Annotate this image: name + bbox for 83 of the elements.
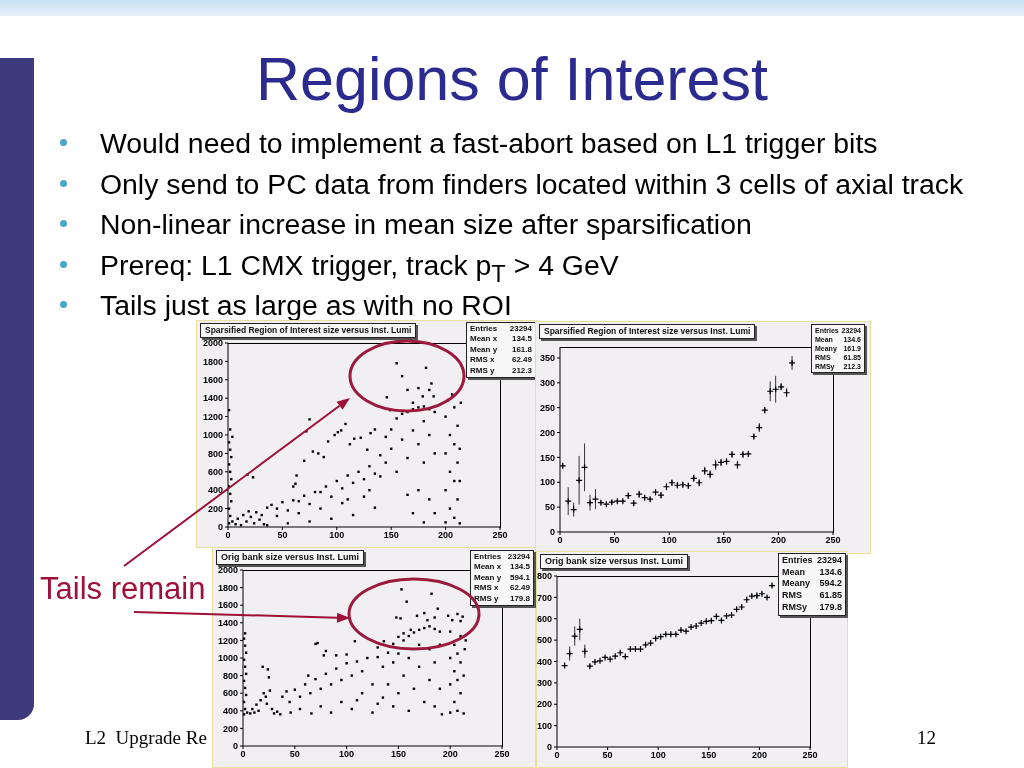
x-tick-label: 150 [716, 535, 732, 546]
title-box: Orig bank size versus Inst. Lumi [540, 554, 689, 569]
y-tick-label: 800 [222, 670, 238, 681]
y-tick-label: 1000 [217, 653, 238, 664]
x-tick-label: 150 [383, 530, 399, 541]
y-tick-label: 50 [544, 502, 555, 513]
annotation: Mean x 134.5 [474, 562, 530, 573]
y-tick-label: 400 [222, 705, 238, 716]
x-tick-label: 150 [701, 750, 717, 761]
y-tick-label: 500 [536, 635, 552, 646]
x-tick-label: 150 [390, 749, 406, 760]
y-tick-label: 600 [222, 688, 238, 699]
y-tick-label: 300 [536, 678, 552, 689]
chart-title: Orig bank size versus Inst. Lumi [221, 552, 360, 562]
y-tick-label: 400 [207, 485, 223, 496]
y-tick-label: 800 [536, 571, 552, 582]
x-tick-label: 100 [650, 750, 666, 761]
chart-title: Sparsified Region of Interest size versus Inst. Lumi [544, 326, 751, 336]
y-tick-label: 0 [217, 522, 223, 533]
y-tick-label: 600 [207, 466, 223, 477]
y-tick-label: 400 [536, 656, 552, 667]
text: Tails just as large as with no ROI [100, 288, 512, 323]
text: Prereq: L1 CMX trigger, track p$_{T}$ > 4 GeV [100, 248, 619, 287]
chart-title: Orig bank size versus Inst. Lumi [545, 556, 684, 566]
y-tick-label: 2000 [202, 338, 223, 349]
stats-box: Entries 23294 Mean x 134.5 Mean y 594.1 RMS x 62.49 RMS y 179.8 [470, 550, 534, 607]
y-tick-label: 300 [539, 378, 555, 388]
title-box: Orig bank size versus Inst. Lumi [216, 550, 365, 565]
y-tick-label: 200 [207, 503, 223, 514]
x-tick-label: 100 [329, 530, 345, 541]
y-tick-label: 1400 [202, 393, 223, 404]
text: Would need to implement a fast-abort based on L1 trigger bits [100, 126, 878, 161]
y-tick-label: 700 [536, 592, 552, 603]
y-tick-label: 1400 [217, 617, 238, 628]
x-tick-label: 0 [240, 749, 246, 760]
y-tick-label: 1600 [217, 600, 238, 611]
annotation: Mean y 594.1 [474, 572, 530, 584]
x-tick-label: 50 [602, 750, 613, 761]
text: L2 Upgrade Re [85, 726, 207, 750]
y-tick-label: 350 [539, 353, 555, 364]
x-tick-label: 0 [557, 535, 563, 546]
x-tick-label: 250 [802, 750, 818, 761]
stats-box: Entries 23294 Mean 134.6 Meany 594.2 RMS 61.85 RMSy 179.8 [778, 553, 846, 616]
y-tick-label: 100 [536, 720, 552, 731]
y-tick-label: 200 [539, 427, 555, 438]
y-tick-label: 0 [232, 741, 238, 752]
y-tick-label: 1200 [202, 411, 223, 422]
y-tick-label: 250 [539, 402, 555, 413]
x-tick-label: 250 [825, 535, 841, 546]
y-tick-label: 200 [222, 723, 238, 734]
x-tick-label: 200 [751, 750, 767, 761]
text: Regions of Interest [255, 44, 769, 115]
y-tick-label: 1800 [217, 582, 238, 593]
x-tick-label: 50 [289, 749, 300, 760]
x-tick-label: 200 [770, 535, 786, 546]
annotation: Meany 594.2 [782, 578, 842, 591]
text: Only send to PC data from finders located within 3 cells of axial track [100, 166, 964, 202]
title-box: Sparsified Region of Interest size versus Inst. Lumi [200, 323, 417, 338]
y-tick-label: 150 [539, 452, 555, 463]
y-tick-label: 1600 [202, 374, 223, 385]
title-box: Sparsified Region of Interest size versus Inst. Lumi [539, 324, 756, 339]
x-tick-label: 100 [339, 749, 355, 760]
x-tick-label: 250 [492, 530, 508, 541]
x-tick-label: 100 [661, 535, 677, 546]
text: Non-linear increase in mean size after sparsification [100, 207, 752, 242]
x-tick-label: 200 [438, 530, 454, 541]
y-tick-label: 600 [536, 613, 552, 624]
text: Tails remain [40, 571, 206, 607]
y-tick-label: 1800 [202, 356, 223, 367]
y-tick-label: 0 [546, 742, 552, 753]
x-tick-label: 250 [494, 749, 510, 760]
text: 12 [917, 726, 936, 750]
y-tick-label: 100 [539, 477, 555, 488]
chart-title: Sparsified Region of Interest size versus Inst. Lumi [205, 325, 412, 335]
y-tick-label: 800 [207, 448, 223, 459]
x-tick-label: 50 [609, 535, 620, 546]
y-tick-label: 200 [536, 699, 552, 710]
stats-box: Entries 23294 Mean x 134.5 Mean y 161.8 RMS x 62.49 RMS y 212.3 [466, 322, 536, 379]
y-tick-label: 1200 [217, 635, 238, 646]
y-tick-label: 2000 [217, 565, 238, 576]
y-tick-label: 1000 [202, 430, 223, 441]
x-tick-label: 200 [442, 749, 458, 760]
x-tick-label: 50 [277, 530, 288, 541]
